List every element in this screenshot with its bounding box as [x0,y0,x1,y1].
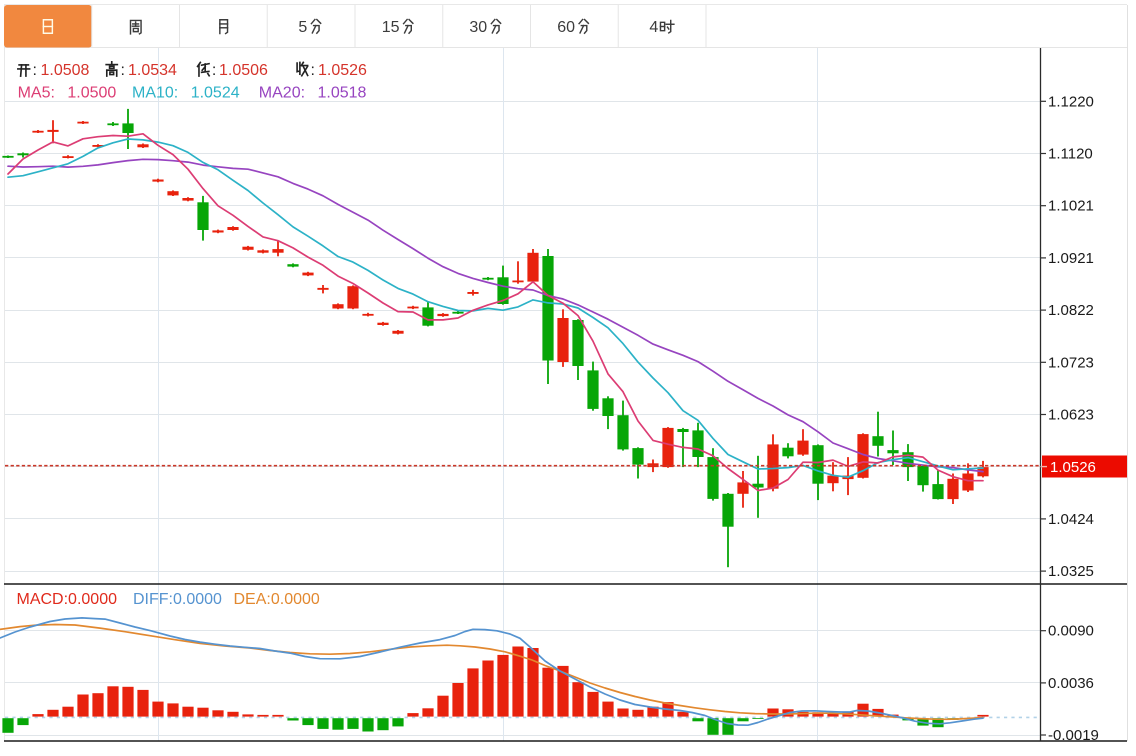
svg-text:0.0090: 0.0090 [1048,623,1094,640]
svg-text:MA20: 1.0518: MA20: 1.0518 [259,85,367,102]
svg-text:-0.0019: -0.0019 [1048,727,1099,744]
svg-text:MA10: 1.0524: MA10: 1.0524 [132,85,240,102]
svg-text:1.0506: 1.0506 [219,62,268,79]
svg-text:DEA:0.0000: DEA:0.0000 [234,591,320,608]
svg-text:4: 4 [649,19,658,36]
svg-text:1.1220: 1.1220 [1048,93,1094,110]
svg-text:DIFF:0.0000: DIFF:0.0000 [133,591,222,608]
svg-text:1.0508: 1.0508 [41,62,90,79]
svg-text:MA5: 1.0500: MA5: 1.0500 [18,85,117,102]
svg-text:0.0036: 0.0036 [1048,675,1094,692]
svg-text:1.0623: 1.0623 [1048,407,1094,424]
svg-text::: : [121,62,125,79]
svg-text:MACD:0.0000: MACD:0.0000 [17,591,118,608]
svg-text:1.0526: 1.0526 [1050,459,1096,476]
svg-text:1.0325: 1.0325 [1048,563,1094,580]
svg-text:1.0723: 1.0723 [1048,354,1094,371]
svg-text:1.0822: 1.0822 [1048,302,1094,319]
svg-text::: : [311,62,315,79]
svg-text:5: 5 [298,19,307,36]
svg-text:1.1021: 1.1021 [1048,198,1094,215]
svg-text:1.1120: 1.1120 [1048,146,1093,163]
svg-text:1.0526: 1.0526 [318,62,367,79]
svg-text:15: 15 [382,19,400,36]
svg-text:60: 60 [557,19,575,36]
svg-text:1.0534: 1.0534 [128,62,177,79]
svg-text::: : [212,62,216,79]
svg-text:1.0424: 1.0424 [1048,511,1094,528]
svg-text:1.0921: 1.0921 [1048,250,1094,267]
svg-text:30: 30 [469,19,487,36]
svg-text::: : [33,62,37,79]
